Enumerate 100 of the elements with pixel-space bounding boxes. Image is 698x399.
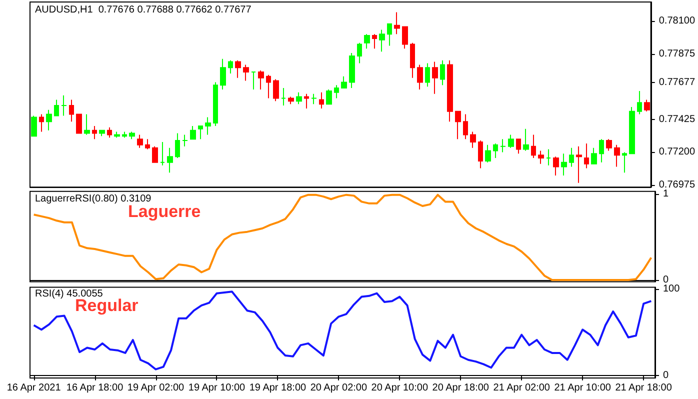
candlestick xyxy=(432,61,438,94)
candlestick xyxy=(584,142,589,169)
candlestick xyxy=(614,144,620,168)
candlestick xyxy=(152,146,158,163)
candlestick xyxy=(493,142,498,159)
candlestick xyxy=(387,23,392,46)
candlestick xyxy=(516,138,521,154)
candlestick xyxy=(591,147,597,164)
candlestick xyxy=(235,60,241,78)
candlestick xyxy=(273,78,279,102)
candlestick xyxy=(508,134,514,148)
candlestick xyxy=(311,93,317,105)
x-tick-label: 16 Apr 2021 xyxy=(6,382,62,394)
y-tick-label: 0 xyxy=(663,370,669,381)
y-tick-label: 0.77677 xyxy=(658,77,696,88)
candlestick xyxy=(576,146,582,184)
candlestick xyxy=(266,74,271,99)
candlestick xyxy=(569,147,574,168)
candlestick xyxy=(198,125,203,140)
candlestick xyxy=(205,116,211,136)
candlestick xyxy=(546,148,551,166)
candlestick xyxy=(440,60,445,86)
candlestick xyxy=(599,138,604,163)
candlestick xyxy=(470,131,476,148)
candlestick xyxy=(92,125,97,140)
annotation: Laguerre xyxy=(128,202,201,221)
candlestick xyxy=(76,114,82,134)
candlestick xyxy=(553,156,559,176)
candlestick xyxy=(379,29,385,52)
candlestick xyxy=(54,99,59,116)
candlestick xyxy=(531,134,536,159)
candlestick xyxy=(39,114,44,132)
candlestick xyxy=(46,109,52,131)
chart-title: AUDUSD,H1 0.77676 0.77688 0.77662 0.77677 xyxy=(35,4,252,16)
x-tick-label: 19 Apr 02:00 xyxy=(127,382,185,394)
candlestick xyxy=(304,93,309,109)
candlestick xyxy=(478,140,483,169)
candlestick xyxy=(326,88,332,105)
candlestick xyxy=(84,114,90,136)
candlestick xyxy=(606,138,612,152)
candlestick xyxy=(296,92,302,105)
candlestick xyxy=(425,62,430,88)
y-tick-label: 0.77425 xyxy=(658,114,696,125)
candlestick xyxy=(228,60,233,74)
candlestick xyxy=(349,52,355,89)
candlestick xyxy=(167,147,173,174)
candlestick xyxy=(394,12,400,35)
y-tick-label: 0.76975 xyxy=(658,180,696,190)
y-tick-label: 100 xyxy=(663,284,680,294)
candlestick xyxy=(190,125,196,140)
x-tick-label: 21 Apr 02:00 xyxy=(493,382,550,394)
candlestick xyxy=(182,134,188,147)
candlestick xyxy=(160,141,165,166)
candlestick xyxy=(99,130,105,137)
candlestick xyxy=(364,34,370,50)
x-tick-label: 20 Apr 02:00 xyxy=(310,382,368,394)
x-tick-label: 20 Apr 10:00 xyxy=(371,382,428,394)
candlestick xyxy=(258,70,264,90)
candlestick xyxy=(629,106,635,154)
candlestick xyxy=(61,94,67,116)
chart-title: LaguerreRSI(0.80) 0.3109 xyxy=(35,194,152,204)
candlestick xyxy=(220,58,226,90)
candlestick xyxy=(114,131,120,138)
candlestick xyxy=(145,138,150,150)
candlestick xyxy=(523,128,529,152)
candlestick xyxy=(175,132,180,159)
candlestick xyxy=(243,64,249,82)
x-tick-label: 19 Apr 18:00 xyxy=(249,382,307,394)
candlestick xyxy=(463,114,468,140)
candlestick xyxy=(31,115,37,137)
candlestick xyxy=(137,134,143,148)
line-series xyxy=(32,194,652,282)
candlestick xyxy=(538,150,544,164)
candlestick xyxy=(129,131,135,140)
candlestick xyxy=(410,42,415,78)
x-tick-label: 20 Apr 18:00 xyxy=(432,382,490,394)
candlestick xyxy=(447,60,453,122)
candlestick xyxy=(288,96,294,105)
candlestick xyxy=(561,153,567,176)
candlestick xyxy=(319,92,324,109)
candlestick xyxy=(622,152,627,174)
candlestick xyxy=(251,71,256,90)
candlestick xyxy=(213,82,218,126)
candlestick xyxy=(281,88,286,106)
candlestick xyxy=(644,99,650,112)
x-tick-label: 21 Apr 10:00 xyxy=(554,382,612,394)
candlestick xyxy=(357,42,362,64)
candlestick xyxy=(417,64,423,90)
y-tick-label: 0.77875 xyxy=(658,48,696,60)
candlestick xyxy=(107,126,112,138)
candlestick xyxy=(500,138,506,153)
candlestick xyxy=(455,110,461,140)
y-tick-label: 0.78100 xyxy=(658,15,696,26)
candlestick xyxy=(341,76,347,89)
candlestick xyxy=(69,99,74,122)
candlestick xyxy=(372,34,377,50)
y-tick-label: 0.77200 xyxy=(658,146,696,158)
candlestick xyxy=(122,131,127,138)
candlestick xyxy=(485,144,491,163)
x-tick-label: 16 Apr 18:00 xyxy=(66,382,124,394)
